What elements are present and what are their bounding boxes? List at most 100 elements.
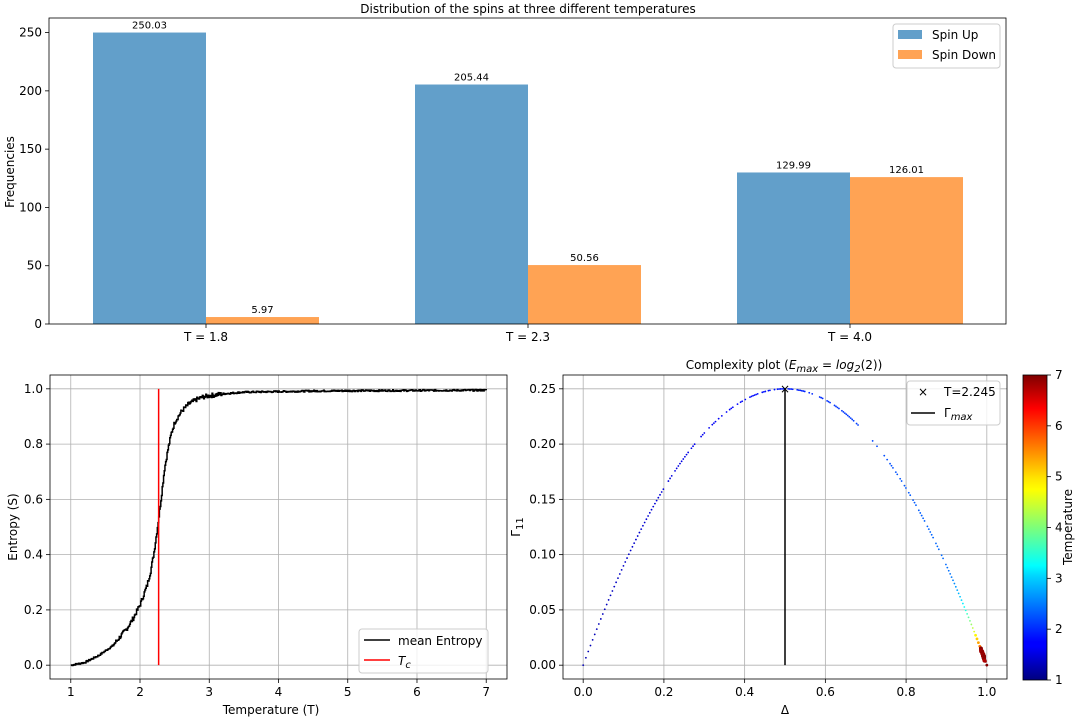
scatter-point	[622, 565, 625, 567]
scatter-point	[935, 542, 937, 545]
scatter-point	[717, 417, 720, 420]
chart-a-legend: Spin Up Spin Down	[892, 23, 1001, 69]
scatter-point	[659, 493, 661, 496]
scatter-point	[803, 390, 806, 393]
scatter-point	[957, 592, 960, 595]
scatter-point	[690, 447, 693, 450]
bar-spin-down-3	[850, 177, 963, 324]
scatter-point	[682, 458, 685, 460]
scatter-point	[626, 557, 628, 559]
scatter-point	[601, 613, 604, 615]
chart-a-ylabel: Frequencies	[3, 136, 17, 208]
scatter-point	[778, 388, 780, 390]
scatter-point	[840, 409, 843, 412]
scatter-point	[787, 387, 790, 390]
y-tick-label: 150	[19, 142, 42, 156]
scatter-point	[667, 480, 670, 482]
temperature-colorbar: 1 2 3 4 5 6 7 Temperature	[1022, 368, 1075, 687]
scatter-point	[920, 514, 923, 517]
scatter-point	[627, 553, 630, 556]
scatter-point	[846, 414, 849, 417]
scatter-point	[797, 389, 800, 391]
y-tick-label: 1.0	[24, 382, 43, 396]
colorbar-tick-label: 6	[1055, 419, 1063, 433]
scatter-point	[963, 606, 966, 608]
scatter-point	[903, 484, 906, 487]
scatter-point	[711, 423, 714, 426]
scatter-point	[652, 505, 655, 508]
scatter-point	[662, 488, 665, 491]
scatter-point	[720, 415, 723, 417]
bar-value-label: 50.56	[570, 253, 599, 264]
scatter-point	[615, 581, 618, 584]
chart-b-xlabel: Temperature (T)	[222, 703, 320, 717]
scatter-point	[749, 396, 751, 399]
scatter-point	[940, 554, 943, 557]
legend-label-marker: T=2.245	[943, 385, 996, 399]
scatter-point	[701, 433, 704, 436]
bar-spin-up-2	[415, 84, 528, 324]
chart-c-ylabel: Γ11	[509, 517, 526, 536]
scatter-point	[731, 406, 734, 409]
x-tick-label: 5	[344, 685, 352, 699]
x-tick-label: 2	[136, 685, 144, 699]
scatter-point	[714, 420, 717, 423]
scatter-point	[843, 412, 846, 415]
colorbar-tick-label: 7	[1055, 368, 1063, 382]
scatter-point	[909, 494, 912, 497]
scatter-point	[980, 649, 985, 654]
scatter-point	[597, 623, 600, 625]
y-tick-label: 0.15	[529, 492, 556, 506]
complexity-chart: Complexity plot (Emax = log2(2)) 0.0 0.2 0…	[509, 358, 1008, 717]
bar-value-label: 5.97	[251, 305, 273, 316]
y-tick-label: 50	[27, 259, 42, 273]
x-tick-label: 0.2	[654, 685, 673, 699]
legend-label-spin-up: Spin Up	[932, 28, 978, 42]
scatter-point	[712, 422, 715, 425]
scatter-point	[605, 603, 608, 606]
bar-value-label: 205.44	[454, 73, 489, 84]
scatter-point	[821, 397, 824, 400]
scatter-point	[842, 411, 845, 413]
scatter-point	[926, 525, 929, 528]
x-tick-label: 7	[482, 685, 490, 699]
scatter-point	[654, 502, 656, 505]
scatter-point	[936, 545, 939, 548]
chart-c-legend: × T=2.245 Γmax	[906, 380, 1001, 426]
bar-spin-down-1	[206, 317, 319, 324]
scatter-point	[960, 599, 963, 602]
y-tick-label: 0	[34, 317, 42, 331]
x-tick-label: 1	[67, 685, 75, 699]
x-tick-label: T = 4.0	[827, 330, 872, 344]
scatter-point	[975, 637, 979, 641]
scatter-point	[611, 590, 614, 592]
scatter-point	[617, 577, 619, 580]
scatter-point	[932, 536, 935, 539]
y-tick-label: 100	[19, 200, 42, 214]
scatter-point	[708, 426, 711, 429]
scatter-point	[871, 440, 874, 442]
scatter-point	[752, 394, 754, 397]
scatter-point	[855, 422, 858, 425]
y-tick-label: 0.00	[529, 658, 556, 672]
scatter-point	[633, 542, 636, 545]
y-tick-label: 0.8	[24, 437, 43, 451]
scatter-point	[739, 401, 742, 404]
scatter-point	[692, 445, 694, 448]
scatter-point	[636, 535, 639, 537]
scatter-point	[956, 589, 959, 592]
colorbar-tick-label: 4	[1055, 521, 1063, 535]
scatter-point	[883, 454, 886, 457]
chart-a-frame	[48, 17, 1007, 325]
scatter-point	[952, 579, 954, 582]
scatter-point	[985, 663, 989, 667]
scatter-point	[826, 399, 829, 402]
scatter-point	[593, 633, 596, 636]
scatter-point	[703, 432, 706, 434]
scatter-point	[769, 389, 771, 392]
scatter-point	[827, 400, 830, 403]
legend-label-tc: Tc	[398, 654, 411, 671]
scatter-point	[755, 393, 758, 396]
scatter-point	[790, 388, 793, 390]
scatter-point	[829, 401, 831, 404]
